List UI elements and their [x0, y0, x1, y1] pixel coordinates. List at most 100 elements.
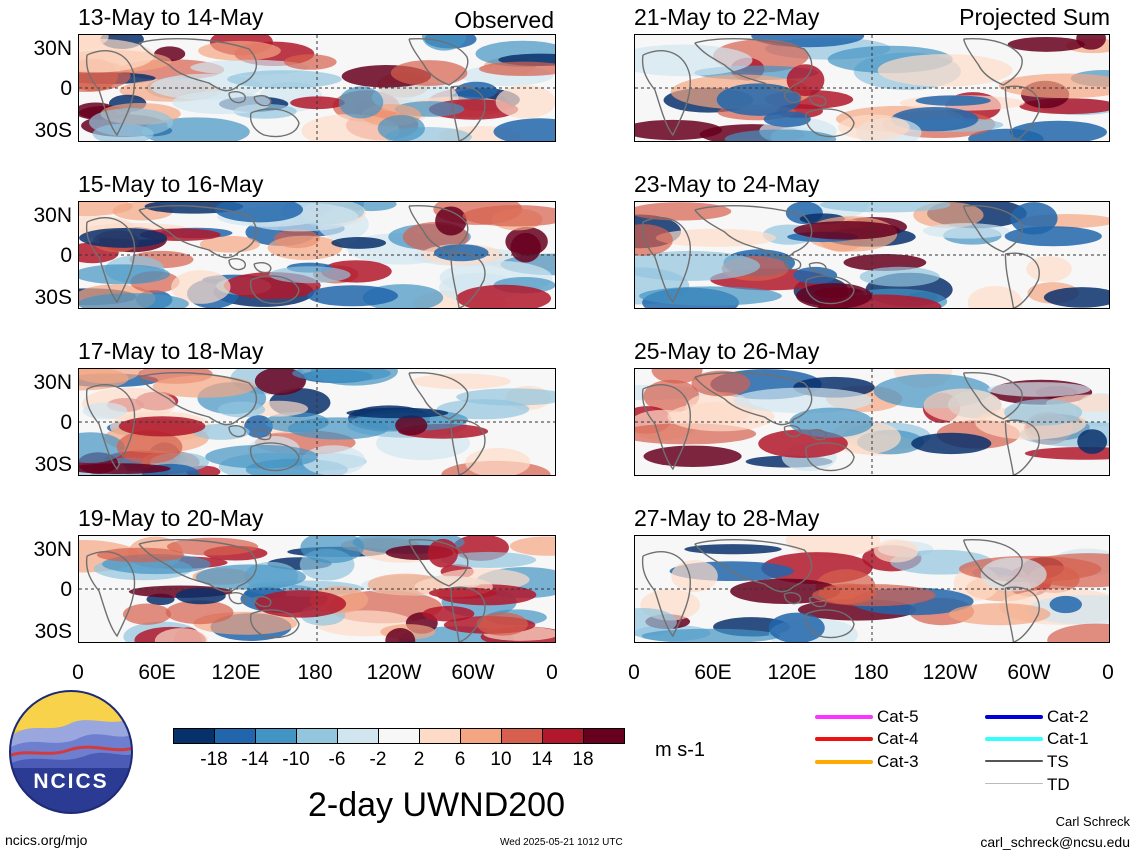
anomaly-blob	[476, 612, 528, 636]
anomaly-blob	[651, 369, 703, 384]
legend-label: Cat-2	[1047, 707, 1089, 726]
coastline	[1004, 419, 1040, 475]
colorbar-tick-label: -14	[241, 749, 269, 770]
anomaly-blob	[724, 129, 837, 141]
map-panel-projected-4	[634, 535, 1110, 643]
lat-label: 0	[60, 411, 72, 434]
projected-sum-label: Projected Sum	[959, 4, 1110, 30]
anomaly-blob	[385, 628, 416, 642]
anomaly-blob	[684, 544, 782, 555]
panel-title: 17-May to 18-May	[78, 338, 264, 364]
anomaly-blob	[1007, 36, 1085, 52]
lon-label: 60E	[694, 661, 732, 684]
anomaly-blob	[79, 293, 189, 308]
coastline	[641, 50, 691, 137]
anomaly-blob	[671, 560, 718, 593]
lat-label: 0	[60, 578, 72, 601]
colorbar-tick-label: 10	[490, 749, 512, 770]
anomaly-blob	[422, 605, 475, 622]
colorbar-tick-label: 18	[572, 749, 594, 770]
anomaly-blob	[456, 388, 555, 406]
anomaly-blob	[122, 603, 172, 625]
anomaly-blob	[479, 61, 555, 77]
lon-label: 60W	[1007, 661, 1051, 684]
anomaly-blob	[785, 536, 881, 558]
anomaly-blob	[1004, 399, 1083, 426]
legend-label: Cat-4	[877, 729, 919, 748]
anomaly-blob	[763, 111, 811, 127]
coastline	[138, 38, 258, 92]
coastline	[783, 91, 827, 107]
anomaly-blob	[859, 266, 940, 287]
coastline	[85, 217, 136, 304]
colorbar-box	[173, 728, 215, 744]
anomaly-blob	[116, 430, 183, 464]
anomaly-blob	[79, 463, 171, 475]
anomaly-blob	[923, 388, 1002, 423]
anomaly-blob	[456, 284, 552, 308]
coastline	[450, 586, 486, 642]
colorbar-box	[378, 728, 420, 744]
coastline	[805, 609, 855, 639]
anomaly-blob	[1076, 35, 1106, 50]
anomaly-blob	[395, 415, 428, 436]
map-panel-observed-3	[78, 368, 556, 476]
anomaly-blob	[331, 237, 387, 249]
map-panel-observed-4	[78, 535, 556, 643]
lon-label: 60W	[451, 661, 495, 684]
wind-anomaly-field	[635, 35, 1109, 141]
anomaly-blob	[254, 369, 306, 396]
legend-label: TS	[1047, 752, 1069, 771]
anomaly-blob	[838, 114, 910, 141]
coastline	[641, 384, 691, 471]
anomaly-blob	[338, 86, 384, 119]
anomaly-blob	[198, 40, 281, 61]
colorbar-box	[460, 728, 502, 744]
anomaly-blob	[1077, 429, 1108, 454]
coastline	[805, 108, 855, 138]
wind-anomaly-field	[635, 202, 1109, 308]
anomaly-blob	[843, 253, 927, 271]
coastline	[85, 50, 136, 137]
main-title: 2-day UWND200	[308, 786, 565, 824]
panel-title: 23-May to 24-May	[634, 171, 820, 197]
anomaly-blob	[96, 547, 185, 563]
anomaly-blob	[171, 270, 231, 304]
lon-label: 120W	[366, 661, 422, 684]
coastline	[783, 425, 827, 441]
coastline	[228, 592, 272, 608]
coastline	[450, 419, 486, 475]
anomaly-blob	[152, 375, 256, 398]
anomaly-blob	[1047, 623, 1109, 642]
legend-label: Cat-1	[1047, 729, 1089, 748]
lon-label: 60E	[138, 661, 176, 684]
anomaly-blob	[462, 205, 555, 227]
anomaly-blob	[89, 108, 174, 137]
anomaly-blob	[79, 264, 171, 285]
anomaly-blob	[214, 202, 304, 223]
wind-anomaly-field	[79, 536, 555, 642]
coastline	[249, 108, 300, 138]
lon-label: 0	[628, 661, 640, 684]
anomaly-blob	[820, 202, 951, 213]
anomaly-blob	[796, 283, 873, 308]
colorbar-tick-label: -2	[369, 749, 387, 770]
legend-swatch	[815, 737, 873, 741]
coastline	[694, 372, 813, 426]
coastline	[783, 258, 827, 274]
legend-swatch	[815, 760, 873, 764]
coastline	[962, 204, 1023, 253]
anomaly-blob	[635, 119, 723, 141]
anomaly-blob	[691, 370, 751, 397]
anomaly-blob	[287, 417, 389, 440]
anomaly-blob	[635, 224, 673, 256]
map-panel-observed-2	[78, 201, 556, 309]
colorbar-box	[337, 728, 379, 744]
colorbar-tick-label: -10	[282, 749, 310, 770]
panel-title: 27-May to 28-May	[634, 505, 820, 531]
anomaly-blob	[292, 369, 391, 382]
map-panel-projected-2	[634, 201, 1110, 309]
map-panel-projected-3	[634, 368, 1110, 476]
anomaly-blob	[1049, 595, 1082, 614]
coastline	[450, 85, 486, 141]
